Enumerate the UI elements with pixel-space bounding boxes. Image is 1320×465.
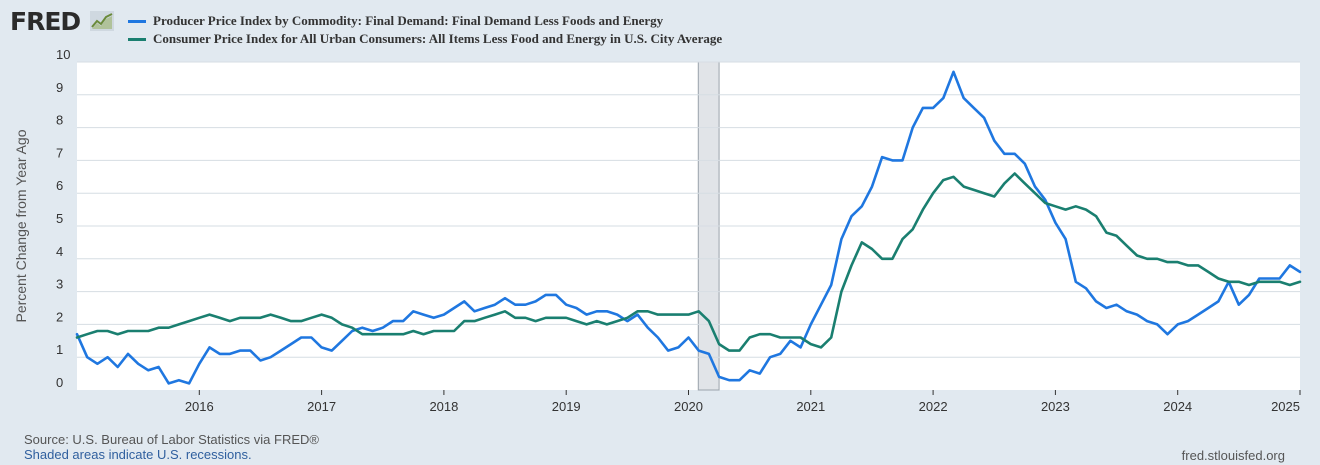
- legend-item-cpi: Consumer Price Index for All Urban Consu…: [128, 30, 722, 48]
- fred-logo[interactable]: FRED: [10, 7, 81, 36]
- x-tick-label-2024: 2024: [1163, 399, 1192, 414]
- x-tick-label-2021: 2021: [796, 399, 825, 414]
- footer-source-block: Source: U.S. Bureau of Labor Statistics …: [24, 432, 319, 462]
- y-tick-label-10: 10: [56, 47, 70, 62]
- footer-site-link[interactable]: fred.stlouisfed.org: [1181, 448, 1285, 463]
- x-tick-label-2023: 2023: [1041, 399, 1070, 414]
- y-tick-label-3: 3: [56, 277, 63, 292]
- x-tick-label-2017: 2017: [307, 399, 336, 414]
- legend-label-cpi: Consumer Price Index for All Urban Consu…: [153, 31, 723, 46]
- x-tick-label-2022: 2022: [919, 399, 948, 414]
- series-line-cpi[interactable]: [75, 172, 1302, 352]
- y-tick-label-6: 6: [56, 178, 63, 193]
- y-tick-label-8: 8: [56, 113, 63, 128]
- y-tick-label-5: 5: [56, 211, 63, 226]
- x-tick-label-2020: 2020: [674, 399, 703, 414]
- series-line-ppi[interactable]: [75, 70, 1302, 385]
- x-tick-label-2025: 2025: [1271, 399, 1300, 414]
- x-tick-label-2018: 2018: [429, 399, 458, 414]
- y-tick-label-1: 1: [56, 342, 63, 357]
- y-tick-label-2: 2: [56, 309, 63, 324]
- y-tick-label-9: 9: [56, 80, 63, 95]
- line-chart[interactable]: 0 1 2 3 4 5 6 7 8 9 10 2016 2017 2018 2019 2020 2021 202…: [0, 0, 1320, 430]
- legend-swatch-cpi: [128, 37, 146, 41]
- y-tick-label-0: 0: [56, 375, 63, 390]
- legend-item-ppi: Producer Price Index by Commodity: Final…: [128, 12, 722, 30]
- footer-source: Source: U.S. Bureau of Labor Statistics …: [24, 432, 319, 447]
- fred-logo-chart-icon: [90, 11, 114, 31]
- legend-label-ppi: Producer Price Index by Commodity: Final…: [153, 13, 664, 28]
- y-axis-label: Percent Change from Year Ago: [13, 129, 29, 322]
- y-tick-label-7: 7: [56, 145, 63, 160]
- chart-legend: Producer Price Index by Commodity: Final…: [128, 12, 722, 48]
- footer-recession-note: Shaded areas indicate U.S. recessions.: [24, 447, 252, 462]
- x-tick-label-2019: 2019: [552, 399, 581, 414]
- y-tick-label-4: 4: [56, 244, 63, 259]
- legend-swatch-ppi: [128, 19, 146, 23]
- x-tick-label-2016: 2016: [185, 399, 214, 414]
